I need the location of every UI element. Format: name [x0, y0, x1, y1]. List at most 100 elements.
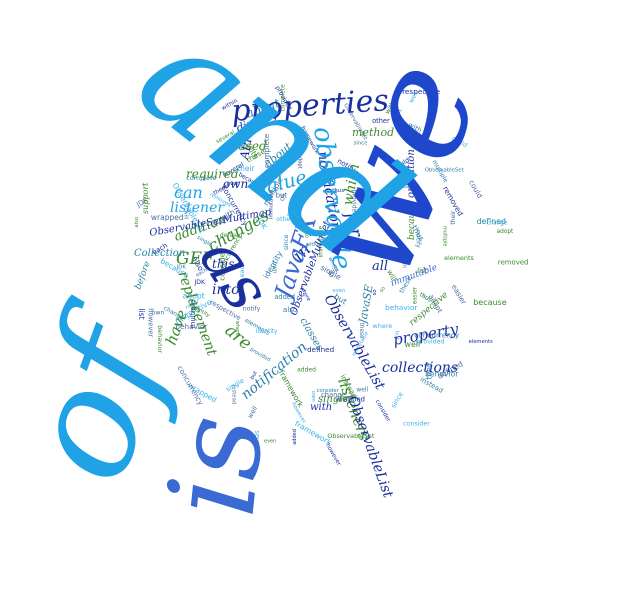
filler-word: their: [450, 210, 457, 225]
word-listener: listener: [170, 200, 225, 216]
filler-word: behavior: [425, 369, 459, 378]
filler-word: JDK: [194, 279, 206, 286]
word-collection: Collection: [134, 248, 185, 259]
filler-word: JDK: [176, 265, 187, 271]
filler-word: other: [305, 223, 311, 238]
filler-word: each: [195, 267, 208, 278]
word-used: used: [238, 139, 267, 153]
filler-word: consider: [374, 399, 392, 424]
filler-word: notify: [414, 230, 421, 248]
filler-word: easier: [398, 184, 416, 190]
filler-word: identity: [256, 329, 278, 335]
filler-word: own: [271, 262, 277, 274]
filler-word: behavior: [156, 325, 164, 353]
filler-word: behavior: [385, 303, 418, 312]
filler-word: other: [276, 216, 293, 223]
word-all: all: [372, 259, 388, 274]
word-list: list: [418, 197, 429, 214]
filler-word: defined: [220, 232, 243, 239]
filler-word: complete: [186, 174, 216, 182]
filler-word: own: [310, 391, 316, 402]
word-operation: operation: [406, 149, 417, 198]
filler-word: change: [321, 391, 346, 399]
filler-word: also: [287, 210, 300, 218]
filler-word: multiple: [441, 226, 447, 247]
word-can: can: [174, 183, 203, 202]
filler-word: wrapped: [151, 213, 184, 222]
word-api: API: [237, 137, 255, 162]
filler-word: list: [137, 308, 146, 319]
filler-word: so: [379, 285, 387, 293]
filler-word: so: [278, 193, 286, 201]
filler-word: immutable: [319, 225, 325, 257]
filler-word: easier: [413, 286, 419, 304]
filler-word: their: [237, 164, 255, 173]
filler-word: even: [227, 181, 240, 187]
word-support: support: [141, 182, 150, 214]
filler-word: since: [389, 391, 405, 410]
filler-word: within: [306, 242, 321, 248]
filler-word: own: [152, 310, 165, 317]
filler-word: adopt: [497, 229, 514, 235]
filler-word: so: [421, 292, 431, 303]
word-required: required: [186, 167, 239, 181]
filler-word: complete: [262, 133, 271, 168]
filler-word: because: [473, 298, 507, 307]
filler-word: easier: [450, 283, 469, 306]
filler-word: several: [253, 430, 261, 455]
filler-word: notify: [243, 306, 261, 313]
word-which: which: [340, 162, 363, 206]
filler-word: also: [283, 305, 297, 314]
filler-word: respective: [402, 87, 440, 96]
word-observablelist: ObservableList: [321, 292, 389, 393]
filler-word: immutable: [268, 191, 274, 220]
filler-word: so: [372, 289, 378, 295]
word-this: this: [212, 257, 235, 271]
filler-word: consider: [218, 250, 227, 281]
filler-word: added: [297, 366, 316, 373]
filler-word: provided: [351, 190, 358, 217]
filler-word: thus: [332, 188, 344, 194]
filler-word: added: [274, 293, 295, 301]
word-method: method: [352, 126, 394, 139]
filler-word: elements: [469, 339, 493, 345]
filler-word: concurrency: [414, 330, 460, 339]
filler-word: adopt: [183, 291, 205, 300]
word-with: with: [310, 402, 332, 413]
filler-word: complete: [281, 84, 287, 112]
filler-word: change: [486, 220, 507, 226]
filler-word: defined: [307, 345, 334, 354]
filler-word: since: [283, 234, 290, 250]
filler-word: provided: [249, 347, 272, 364]
filler-word: however: [147, 308, 155, 337]
filler-word: added: [292, 429, 298, 445]
filler-word: where: [234, 321, 240, 336]
filler-word: list: [417, 267, 427, 275]
filler-word: wrapped: [335, 395, 365, 403]
filler-word: provided: [417, 338, 445, 345]
filler-word: behavior: [175, 322, 207, 331]
filler-word: adopt: [297, 154, 303, 169]
filler-word: however: [324, 443, 342, 468]
word-into: into: [212, 282, 240, 298]
word-because: because: [407, 203, 417, 240]
filler-word: other: [372, 117, 390, 125]
filler-word: but: [249, 370, 259, 380]
filler-word: well: [405, 340, 421, 349]
filler-word: defined: [477, 217, 506, 226]
filler-word: instead: [230, 385, 236, 405]
word-observablelist-2: ObservableList: [344, 394, 396, 501]
filler-word: also: [134, 217, 140, 228]
filler-word: multiple: [189, 300, 197, 329]
filler-word: even: [264, 439, 276, 445]
filler-word: well: [356, 387, 368, 393]
filler-word: ObservableSet: [327, 432, 374, 440]
word-gef: GEF: [176, 249, 215, 269]
word-before: before: [133, 260, 152, 291]
filler-word: even: [333, 288, 346, 294]
filler-word: ObservableSet: [425, 168, 464, 174]
filler-word: removed: [498, 258, 529, 266]
filler-word: these: [358, 323, 364, 340]
